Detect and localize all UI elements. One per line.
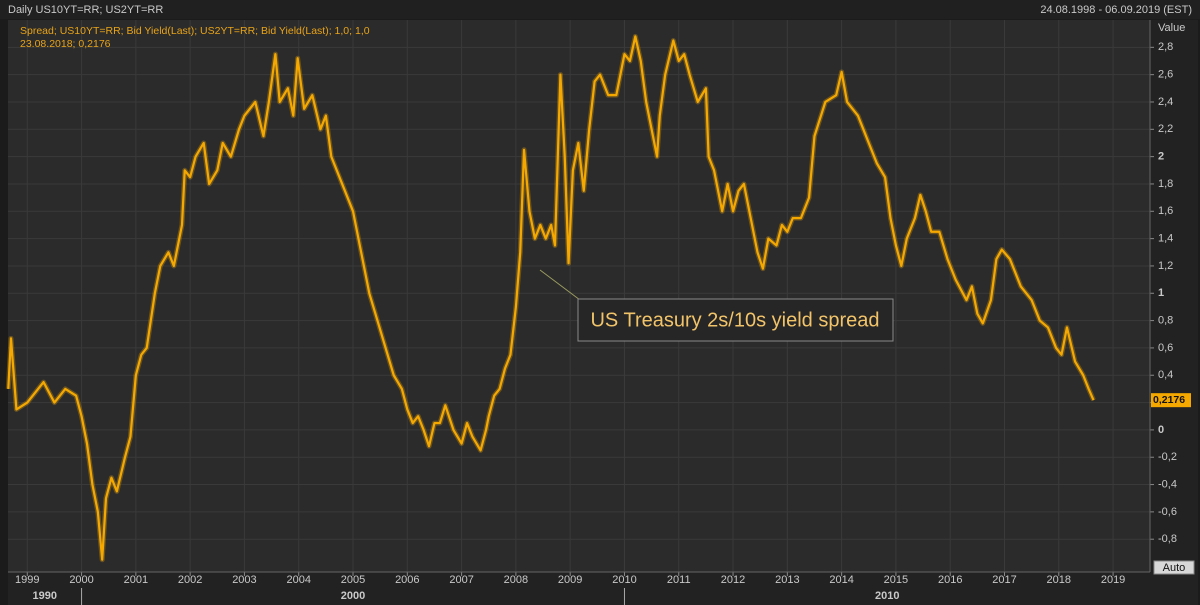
- y-tick-label: 2,2: [1158, 123, 1173, 135]
- y-axis-label: Value: [1158, 22, 1185, 34]
- auto-button-label[interactable]: Auto: [1163, 562, 1186, 574]
- y-tick-label: 2: [1158, 151, 1164, 163]
- last-value-bg: [1151, 393, 1191, 408]
- annotation-text: US Treasury 2s/10s yield spread: [590, 309, 879, 331]
- y-tick-label: -0,4: [1158, 478, 1177, 490]
- series-line: [7, 35, 1095, 561]
- x-tick-label: 2011: [667, 574, 691, 586]
- y-tick-label: -0,8: [1158, 533, 1177, 545]
- x-tick-label: 2008: [504, 574, 528, 586]
- x-tick-label: 2006: [395, 574, 419, 586]
- decade-label: 2000: [341, 590, 365, 602]
- y-tick-label: 1,2: [1158, 260, 1173, 272]
- x-tick-label: 2004: [286, 574, 310, 586]
- y-tick-label: 0,6: [1158, 342, 1173, 354]
- y-tick-label: 2,6: [1158, 69, 1173, 81]
- y-tick-label: 1,8: [1158, 178, 1173, 190]
- x-tick-label: 2012: [721, 574, 745, 586]
- x-axis-panel: [8, 572, 1198, 605]
- y-tick-label: -0,2: [1158, 451, 1177, 463]
- x-tick-label: 2003: [232, 574, 256, 586]
- y-tick-label: 1: [1158, 287, 1164, 299]
- x-tick-label: 2017: [992, 574, 1016, 586]
- x-tick-label: 2005: [341, 574, 365, 586]
- x-tick-label: 2018: [1047, 574, 1071, 586]
- x-tick-label: 2014: [829, 574, 853, 586]
- x-tick-label: 2016: [938, 574, 962, 586]
- annotation-leader: [539, 269, 581, 301]
- last-value-label: 0,2176: [1153, 394, 1185, 406]
- x-tick-label: 2015: [884, 574, 908, 586]
- y-tick-label: 2,4: [1158, 96, 1173, 108]
- y-tick-label: 0,8: [1158, 315, 1173, 327]
- legend-entry: Spread; US10YT=RR; Bid Yield(Last); US2Y…: [20, 25, 370, 37]
- y-axis-panel: [1150, 20, 1198, 572]
- y-tick-label: 1,6: [1158, 205, 1173, 217]
- auto-button-bg[interactable]: [1153, 560, 1195, 575]
- decade-label: 1990: [33, 590, 57, 602]
- legend-cursor: 23.08.2018; 0,2176: [20, 38, 111, 50]
- y-tick-label: -0,6: [1158, 506, 1177, 518]
- annotation-box: [577, 298, 894, 342]
- y-tick-label: 0: [1158, 424, 1164, 436]
- auto-button[interactable]: Auto: [1153, 560, 1195, 575]
- x-tick-label: 2010: [612, 574, 636, 586]
- x-tick-label: 2001: [124, 574, 148, 586]
- plot-area: [8, 20, 1150, 572]
- x-tick-label: 2009: [558, 574, 582, 586]
- x-tick-label: 2007: [449, 574, 473, 586]
- x-tick-label: 1999: [15, 574, 39, 586]
- x-tick-label: 2013: [775, 574, 799, 586]
- date-range: 24.08.1998 - 06.09.2019 (EST): [1040, 4, 1192, 16]
- y-tick-label: 0,4: [1158, 369, 1173, 381]
- y-tick-label: 2,8: [1158, 41, 1173, 53]
- title-bar: [0, 0, 1200, 19]
- x-tick-label: 2002: [178, 574, 202, 586]
- chart-title: Daily US10YT=RR; US2YT=RR: [8, 4, 163, 16]
- y-tick-label: 1,4: [1158, 233, 1173, 245]
- x-tick-label: 2000: [69, 574, 93, 586]
- x-tick-label: 2019: [1101, 574, 1125, 586]
- decade-label: 2010: [875, 590, 899, 602]
